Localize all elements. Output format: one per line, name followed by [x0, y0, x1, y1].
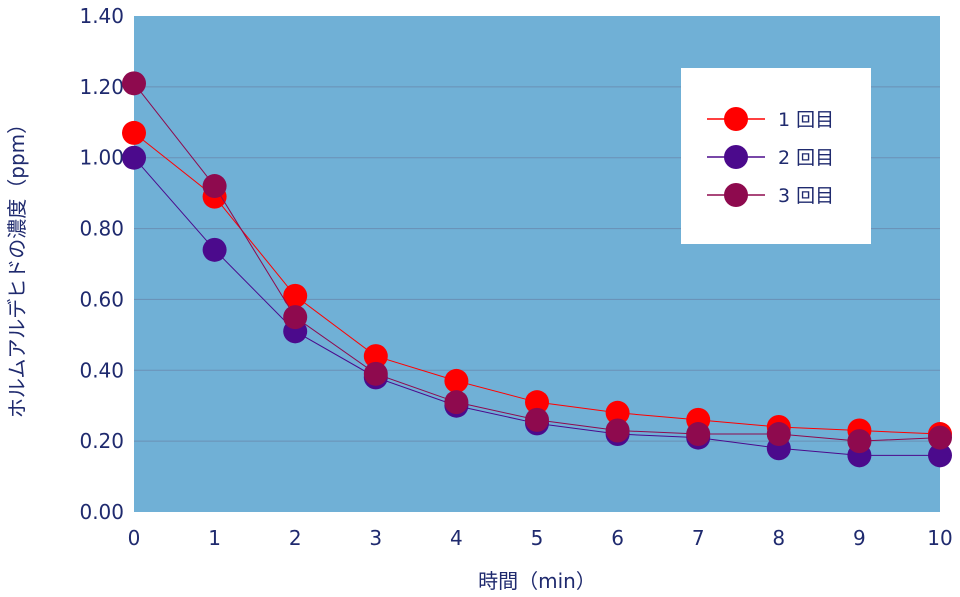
- x-tick-label: 8: [772, 526, 785, 550]
- data-point: [122, 71, 146, 96]
- data-point: [283, 305, 308, 330]
- data-point: [605, 418, 630, 443]
- data-point: [928, 443, 952, 468]
- legend-label: 3 回目: [778, 185, 834, 207]
- series-3: [122, 71, 952, 454]
- legend-marker: [724, 183, 748, 207]
- y-tick-label: 0.40: [79, 358, 124, 382]
- y-tick-label: 1.20: [79, 75, 124, 99]
- y-tick-label: 0.80: [79, 217, 124, 241]
- y-axis-title: ホルムアルデヒドの濃度（ppm）: [5, 114, 29, 418]
- data-point: [444, 368, 469, 393]
- legend-marker: [724, 107, 748, 131]
- data-point: [686, 422, 711, 447]
- x-tick-label: 0: [128, 526, 141, 550]
- data-point: [202, 174, 227, 199]
- legend-item: 3 回目: [707, 183, 834, 207]
- x-tick-label: 4: [450, 526, 463, 550]
- y-tick-label: 0.00: [79, 500, 124, 524]
- data-point: [444, 390, 469, 415]
- data-point: [122, 145, 146, 170]
- legend-label: 2 回目: [778, 147, 834, 169]
- data-point: [928, 425, 952, 450]
- data-point: [525, 407, 549, 432]
- x-tick-label: 10: [927, 526, 952, 550]
- x-tick-label: 6: [611, 526, 624, 550]
- x-tick-label: 5: [531, 526, 544, 550]
- y-axis-ticks: 0.00 0.20 0.40 0.60 0.80 1.00 1.20 1.40: [79, 4, 124, 524]
- x-tick-label: 7: [692, 526, 705, 550]
- y-tick-label: 0.20: [79, 429, 124, 453]
- data-point: [122, 120, 146, 145]
- y-tick-label: 1.40: [79, 4, 124, 28]
- x-tick-label: 1: [208, 526, 221, 550]
- y-tick-label: 1.00: [79, 146, 124, 170]
- x-axis-ticks: 0 1 2 3 4 5 6 7 8 9 10: [128, 526, 953, 550]
- data-point: [202, 237, 227, 262]
- data-point: [605, 400, 630, 425]
- legend-item: 2 回目: [707, 145, 834, 169]
- x-tick-label: 9: [853, 526, 866, 550]
- series-group: [122, 71, 952, 468]
- data-point: [363, 361, 388, 386]
- legend-marker: [724, 145, 748, 169]
- legend-item: 1 回目: [707, 107, 834, 131]
- legend-box: [681, 68, 871, 244]
- x-tick-label: 3: [369, 526, 382, 550]
- legend: 1 回目 2 回目 3 回目: [681, 68, 871, 244]
- x-tick-label: 2: [289, 526, 302, 550]
- legend-label: 1 回目: [778, 109, 834, 131]
- data-point: [766, 422, 791, 447]
- y-tick-label: 0.60: [79, 287, 124, 311]
- data-point: [283, 283, 308, 308]
- data-point: [525, 390, 549, 415]
- data-point: [363, 344, 388, 369]
- data-point: [847, 429, 872, 454]
- x-axis-title: 時間（min）: [478, 569, 596, 593]
